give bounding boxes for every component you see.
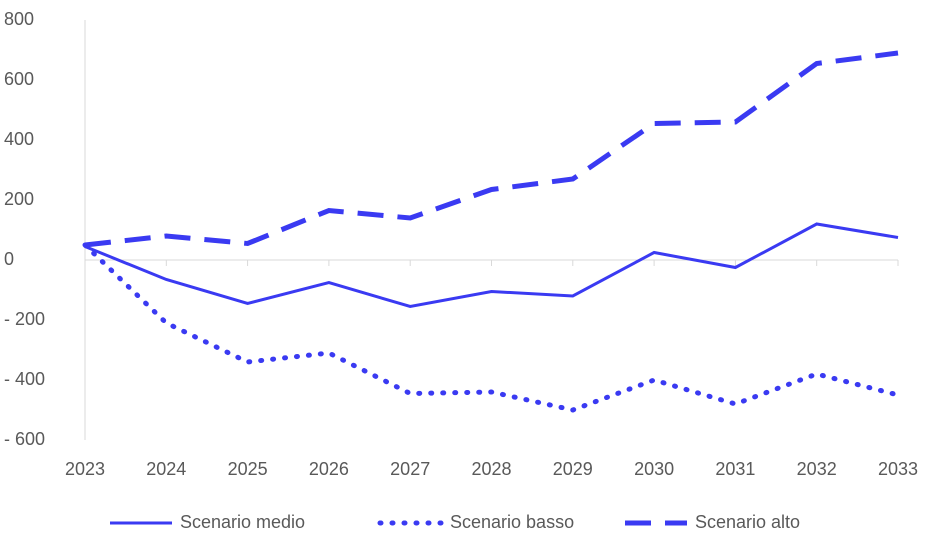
x-tick-label: 2031 (715, 459, 755, 479)
x-tick-label: 2023 (65, 459, 105, 479)
y-tick-label: 800 (4, 9, 34, 29)
x-tick-label: 2024 (146, 459, 186, 479)
line-series (84, 50, 899, 248)
x-tick-label: 2030 (634, 459, 674, 479)
y-tick-label: 400 (4, 129, 34, 149)
legend-label: Scenario medio (180, 512, 305, 532)
x-tick-label: 2027 (390, 459, 430, 479)
y-tick-label: 200 (4, 189, 34, 209)
y-tick-label: - 600 (4, 429, 45, 449)
y-tick-label: - 200 (4, 309, 45, 329)
legend-label: Scenario basso (450, 512, 574, 532)
line-series (84, 222, 899, 309)
x-tick-label: 2026 (309, 459, 349, 479)
y-tick-label: 0 (4, 249, 14, 269)
x-tick-label: 2032 (797, 459, 837, 479)
x-tick-label: 2033 (878, 459, 918, 479)
legend-label: Scenario alto (695, 512, 800, 532)
x-tick-label: 2028 (471, 459, 511, 479)
line-series (82, 242, 901, 413)
x-tick-label: 2025 (228, 459, 268, 479)
y-tick-label: - 400 (4, 369, 45, 389)
y-tick-label: 600 (4, 69, 34, 89)
x-tick-label: 2029 (553, 459, 593, 479)
